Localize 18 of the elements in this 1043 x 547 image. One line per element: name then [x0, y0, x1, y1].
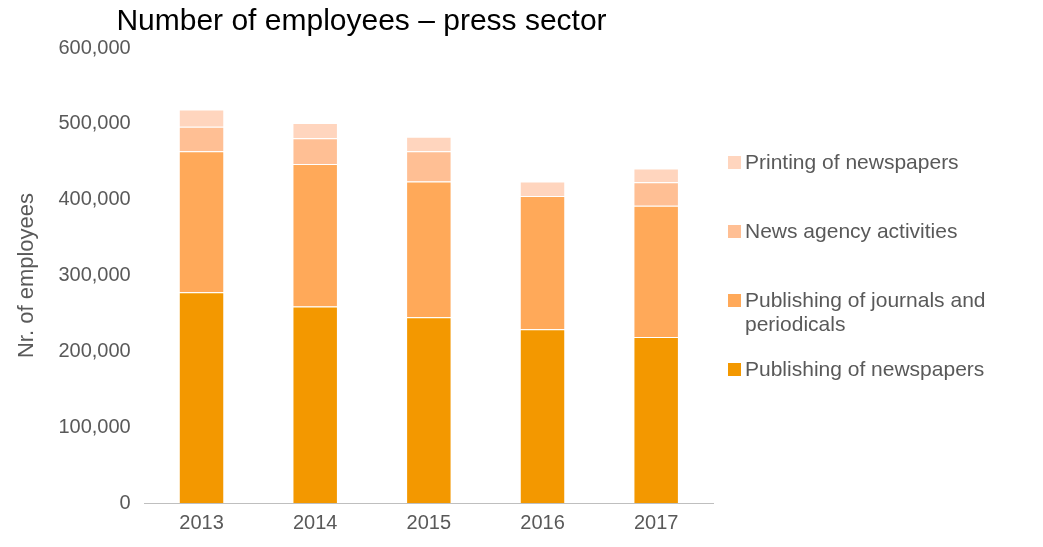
x-tick-label: 2016 — [520, 510, 565, 533]
legend-label: Publishing of newspapers — [745, 357, 985, 381]
x-tick-label: 2014 — [292, 510, 338, 533]
legend-label: Printing of newspapers — [745, 150, 959, 174]
x-tick-label: 2017 — [633, 510, 679, 533]
y-tick-label: 0 — [119, 490, 131, 513]
x-tick-label: 2015 — [406, 510, 452, 533]
y-tick-label: 100,000 — [58, 414, 131, 437]
chart-title: Number of employees – press sector — [116, 3, 607, 37]
y-tick-label: 400,000 — [58, 187, 131, 210]
x-tick-label: 2013 — [179, 510, 224, 533]
legend-label: Publishing of journals and periodicals — [745, 288, 987, 336]
y-tick-label: 300,000 — [58, 263, 131, 286]
y-tick-label: 500,000 — [58, 111, 131, 134]
y-axis-title: Nr. of employees — [13, 192, 39, 359]
y-tick-label: 600,000 — [58, 35, 131, 58]
y-tick-label: 200,000 — [58, 338, 131, 361]
legend-label: News agency activities — [745, 219, 958, 243]
